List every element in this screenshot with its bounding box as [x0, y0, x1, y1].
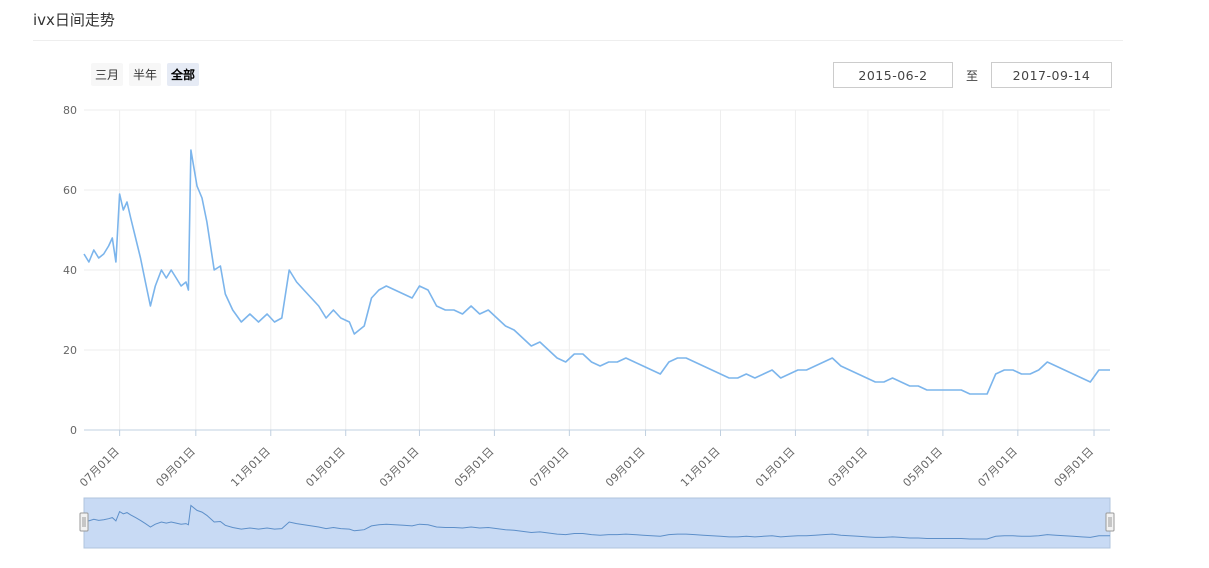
navigator-series-line	[83, 504, 1110, 540]
x-tick-label: 09月01日	[1052, 445, 1097, 490]
navigator-left-handle[interactable]	[79, 512, 89, 532]
date-range-separator: 至	[966, 69, 979, 83]
x-tick-label: 07月01日	[975, 445, 1020, 490]
date-from-input[interactable]: 2015-06-2	[833, 62, 953, 88]
y-tick-label: 60	[63, 184, 77, 197]
range-button-all[interactable]: 全部	[167, 63, 200, 86]
series-group	[83, 149, 1110, 395]
x-tick-label: 11月01日	[228, 445, 273, 490]
y-tick-label: 80	[63, 104, 77, 117]
range-selector: 三月 半年 全部	[91, 63, 200, 86]
gridlines	[84, 109, 1110, 431]
date-to-input[interactable]: 2017-09-14	[991, 62, 1112, 88]
range-button-6-months[interactable]: 半年	[129, 63, 162, 86]
range-button-3-months[interactable]: 三月	[91, 63, 124, 86]
x-tick-label: 09月01日	[153, 445, 198, 490]
title-divider	[33, 40, 1123, 41]
x-tick-label: 03月01日	[377, 445, 422, 490]
x-tick-label: 05月01日	[900, 445, 945, 490]
y-tick-label: 40	[63, 264, 77, 277]
x-tick-label: 01月01日	[303, 445, 348, 490]
x-axis-ticks: 07月01日 09月01日 11月01日 01月01日 03月01日 05月01日 07月0…	[77, 429, 1110, 490]
navigator-right-handle[interactable]	[1105, 512, 1115, 532]
x-tick-label: 01月01日	[753, 445, 798, 490]
y-tick-label: 0	[70, 424, 77, 437]
x-tick-label: 09月01日	[603, 445, 648, 490]
chart-title: ivx日间走势	[33, 11, 115, 29]
y-axis-ticks: 0 20 40 60 80	[63, 104, 77, 437]
x-tick-label: 07月01日	[77, 445, 122, 490]
x-tick-label: 11月01日	[678, 445, 723, 490]
series-line	[83, 149, 1110, 395]
navigator-selection	[83, 497, 1111, 549]
x-tick-label: 03月01日	[826, 445, 871, 490]
x-tick-label: 07月01日	[527, 445, 572, 490]
y-tick-label: 20	[63, 344, 77, 357]
x-tick-label: 05月01日	[452, 445, 497, 490]
navigator[interactable]	[79, 497, 1115, 549]
